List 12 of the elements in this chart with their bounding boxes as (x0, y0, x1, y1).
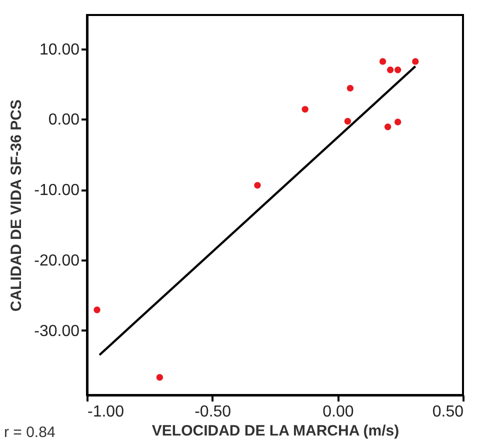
x-tick-label: 0.50 (432, 404, 464, 420)
x-axis-title: VELOCIDAD DE LA MARCHA (m/s) (152, 422, 400, 440)
y-tick-label: -20.00 (34, 252, 80, 270)
text: r = 0.84 (4, 424, 56, 441)
y-tick-label: 0.00 (48, 112, 80, 129)
x-tick-label: -0.50 (194, 404, 232, 420)
y-tick-label: -10.00 (34, 182, 80, 200)
y-axis-title: CALIDAD DE VIDA SF-36 PCS (8, 100, 26, 312)
y-tick-label: -30.00 (34, 322, 80, 340)
x-tick-label: -1.00 (88, 404, 124, 420)
y-tick-label: 10.00 (39, 41, 80, 58)
x-tick-label: 0.00 (322, 404, 354, 420)
